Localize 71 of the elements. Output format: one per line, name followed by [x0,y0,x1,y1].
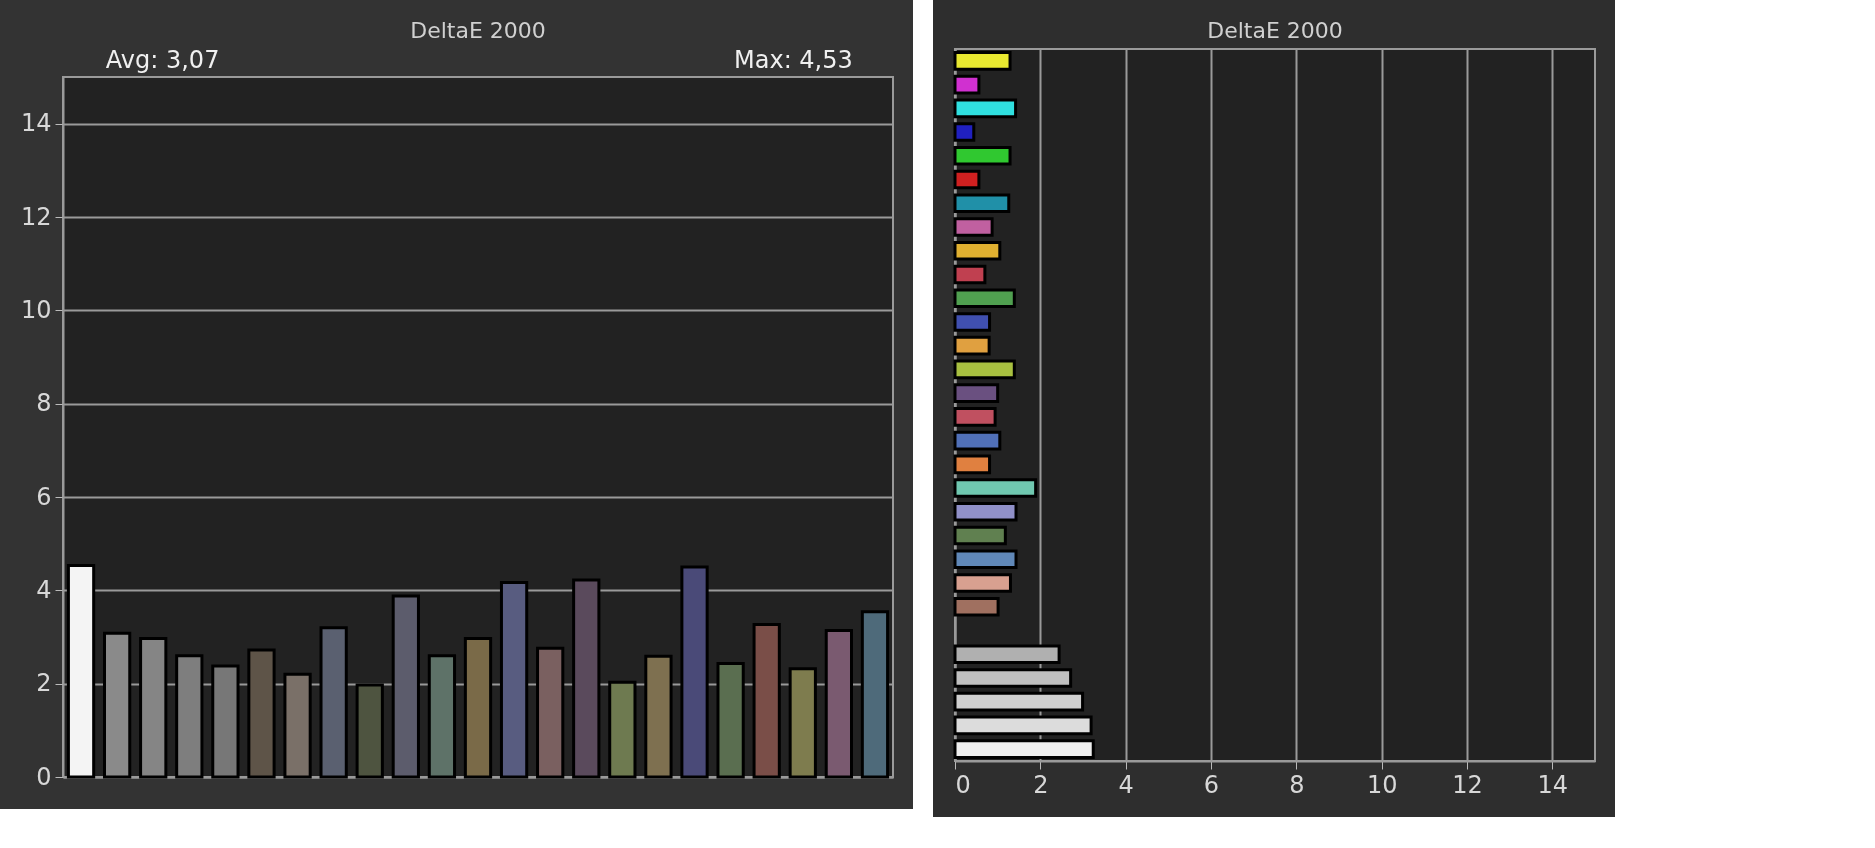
bar [953,217,994,237]
bar [953,478,1038,498]
bar [953,359,1016,380]
bar [427,654,457,779]
bar [824,628,853,779]
y-tick-label: 6 [36,482,52,511]
y-tick-label: 14 [20,109,52,138]
bar [953,691,1085,712]
bar [463,636,493,779]
bar [572,578,601,779]
y-tick-label: 4 [36,575,52,604]
x-tick-label: 2 [1033,770,1049,799]
y-tick-label: 12 [20,202,52,231]
bar [953,264,987,285]
bar [953,312,992,332]
bar [953,596,1000,617]
bar [953,454,992,475]
bar [953,98,1018,119]
bar [953,288,1016,309]
y-tick-label: 2 [36,669,52,698]
bar [644,654,673,779]
y-tick-label: 10 [20,295,52,324]
bar [247,648,276,779]
bar [211,664,240,779]
text: Avg: 3,07 [105,46,220,74]
bar [953,240,1002,261]
x-tick-label: 8 [1289,770,1305,799]
x-tick-label: 0 [955,770,971,799]
bar [953,573,1012,593]
bar [953,145,1012,166]
bar [953,335,991,356]
bar [953,644,1061,665]
bar [953,739,1095,759]
bar [66,564,96,779]
bar [536,646,565,779]
bar [953,122,976,142]
bar [953,715,1093,736]
x-tick-label: 14 [1537,770,1569,799]
bar [953,501,1018,522]
bar [953,407,997,427]
x-tick-label: 12 [1452,770,1483,799]
bar [608,680,637,779]
bar [103,631,132,779]
bar [788,667,817,779]
x-tick-label: 10 [1366,770,1398,799]
bar [319,626,348,779]
bar [953,74,981,95]
bar [139,636,168,779]
bar [680,565,709,779]
bar [752,622,781,779]
text: Max: 4,53 [734,46,853,74]
bar [953,549,1018,570]
bar [953,51,1012,71]
x-tick-label: 6 [1203,770,1220,799]
bar [953,169,981,190]
y-tick-label: 8 [36,389,52,418]
bar [391,594,420,779]
bar [175,654,204,779]
bar [953,193,1011,214]
bar [355,683,384,779]
chart-title: DeltaE 2000 [1207,18,1343,43]
bar [860,610,890,779]
bar [953,383,1000,403]
bar [953,430,1002,451]
bar [953,525,1007,546]
bar [283,672,312,779]
bar [716,662,745,779]
x-tick-label: 4 [1118,770,1134,799]
chart-title: DeltaE 2000 [410,18,546,43]
bar [953,668,1073,688]
bar [499,580,529,779]
